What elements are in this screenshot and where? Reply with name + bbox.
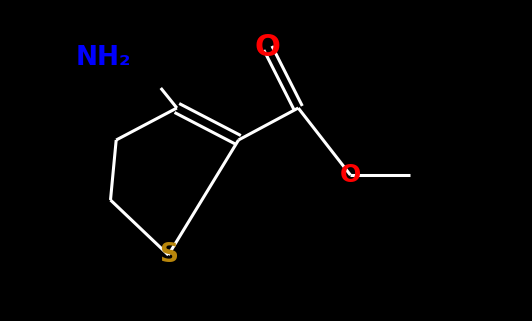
Text: O: O xyxy=(255,33,281,63)
Text: S: S xyxy=(159,242,178,268)
Text: O: O xyxy=(340,163,361,187)
Text: NH₂: NH₂ xyxy=(76,45,131,71)
